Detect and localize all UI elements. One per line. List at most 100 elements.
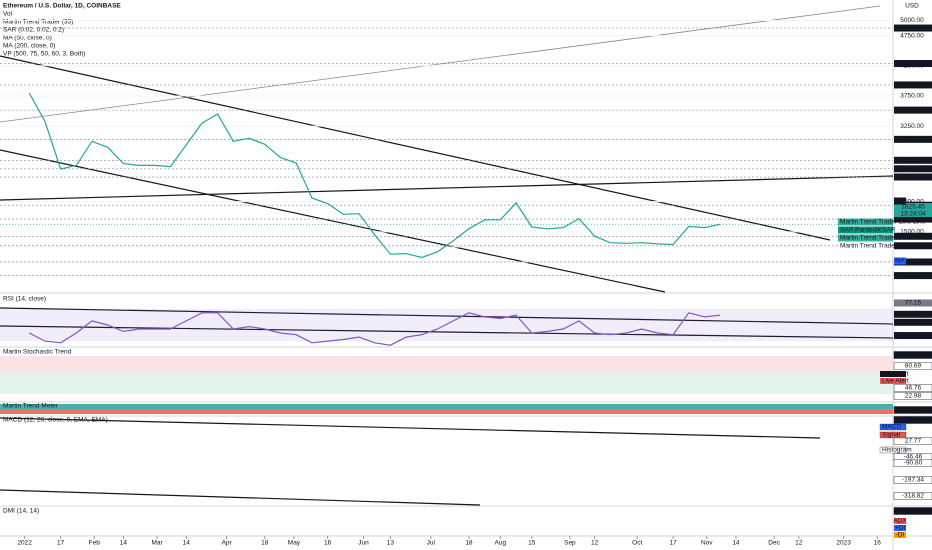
- level-box: [893, 392, 932, 400]
- x-tick-label: 17: [57, 540, 65, 547]
- price-level-label: 3032.01: [901, 136, 925, 143]
- ma-badge: MA: [895, 258, 905, 265]
- price-level-box: [894, 258, 932, 266]
- level-label: 27.77: [905, 438, 922, 445]
- level-box: [893, 384, 932, 392]
- price-level-box: [894, 135, 932, 143]
- pane-title: RSI (14, close): [3, 296, 46, 303]
- level-label: 80.69: [905, 363, 922, 370]
- y-tick-label: 5000.00: [900, 17, 924, 24]
- price-level-label: 3515.82: [901, 107, 925, 114]
- x-tick-label: Jul: [427, 540, 436, 547]
- x-tick-label: Jun: [358, 540, 369, 547]
- pane-title: Martin Trend Meter: [3, 403, 59, 410]
- indicator-tag-box: [838, 234, 893, 242]
- price-level-box: [894, 106, 932, 114]
- level-label: -318.82: [902, 493, 924, 500]
- last-price-label: 1625.45: [901, 204, 925, 211]
- pane-title: MACD (12, 26, close, 9, EMA, EMA): [3, 417, 108, 424]
- level-box: [894, 299, 932, 307]
- pane-title: Martin Stochastic Trend: [3, 349, 72, 356]
- price-level-box: [894, 81, 932, 89]
- x-tick-label: Feb: [89, 540, 101, 547]
- level-label: 22.98: [905, 393, 922, 400]
- tag-box: [879, 431, 907, 439]
- x-tick-label: Apr: [222, 540, 233, 547]
- x-tick-label: Mar: [151, 540, 163, 547]
- last-price-box: [894, 203, 932, 217]
- data-line: [28, 92, 721, 259]
- x-tick-label: 14: [183, 540, 191, 547]
- y-tick-label: 3250.00: [900, 123, 924, 130]
- x-tick-label: 2023: [836, 540, 851, 547]
- countdown: 13:24:04: [900, 211, 926, 218]
- ma-badge-box: [894, 257, 906, 265]
- price-level-box: [894, 173, 932, 181]
- level-box: [893, 507, 932, 515]
- level-label: 63.17: [905, 311, 922, 318]
- ma-badge-box: [894, 197, 906, 205]
- x-tick-label: 18: [465, 540, 473, 547]
- indicator-tag-box: [838, 242, 893, 250]
- tag-box: [894, 525, 906, 531]
- stoch-background: [0, 356, 893, 394]
- x-tick-label: Dec: [768, 540, 780, 547]
- price-level-label: 1711.06: [901, 216, 924, 223]
- price-level-box: [894, 215, 932, 223]
- legend-item: VP (500, 75, 50, 60, 3, Both): [3, 51, 85, 58]
- level-box: [893, 406, 932, 414]
- trend-meter: [0, 404, 893, 414]
- price-level-box: [894, 60, 932, 68]
- level-label: -197.34: [902, 477, 924, 484]
- price-level-label: 4287.37: [901, 60, 925, 67]
- x-tick-label: 14: [732, 540, 740, 547]
- currency: USD: [905, 3, 919, 10]
- tag-box: [894, 518, 906, 524]
- price-level-box: [894, 232, 932, 240]
- pane-title: DMI (14, 14): [3, 508, 39, 515]
- x-tick-label: 18: [261, 540, 269, 547]
- x-tick-label: May: [288, 540, 301, 547]
- alert-box: [880, 371, 906, 377]
- chart-title: Ethereum / U.S. Dollar, 1D, COINBASE: [3, 3, 121, 10]
- x-tick-label: Sep: [564, 540, 576, 547]
- tag-box: [879, 423, 907, 431]
- tag-label: Histogram: [882, 447, 912, 454]
- legend-item: Martin Trend Trader (35): [3, 19, 73, 26]
- x-tick-label: 13: [387, 540, 395, 547]
- ma-badge: MA: [895, 198, 905, 205]
- tag-box: [894, 532, 906, 538]
- legend-item: SAR (0.02, 0.02, 0.2): [3, 27, 64, 34]
- x-tick-label: 14: [120, 540, 128, 547]
- x-tick-label: Oct: [632, 540, 642, 547]
- price-level-label: 2544.45: [901, 165, 925, 172]
- x-tick-label: 16: [874, 540, 882, 547]
- x-tick-label: 2022: [17, 540, 32, 547]
- y-tick-label: 1500.00: [900, 229, 924, 236]
- level-box: [894, 332, 932, 340]
- legend-item: MA (50, close, 0): [3, 35, 52, 42]
- price-level-label: 2684.91: [901, 157, 925, 164]
- y-tick-label: 3750.00: [900, 93, 924, 100]
- tag-box: [879, 446, 907, 454]
- x-tick-label: 17: [669, 540, 677, 547]
- alert-label: Live Alert: [882, 371, 909, 378]
- price-level-box: [894, 156, 932, 164]
- x-tick-label: 12: [795, 540, 803, 547]
- level-label: Post: [906, 407, 919, 414]
- tag-label: +DI: [895, 525, 905, 532]
- level-label: 36.91: [905, 332, 922, 339]
- level-box: [893, 362, 932, 370]
- price-level-label: 1269.54: [901, 242, 925, 249]
- level-label: 155.46: [903, 417, 923, 424]
- level-box: [893, 492, 932, 500]
- level-label: 17.42: [905, 352, 922, 359]
- y-tick-label: 4750.00: [900, 32, 924, 39]
- x-tick-label: 15: [528, 540, 536, 547]
- price-level-label: 4874.97: [901, 25, 925, 32]
- level-box: [893, 416, 932, 424]
- level-label: -46.46: [904, 454, 923, 461]
